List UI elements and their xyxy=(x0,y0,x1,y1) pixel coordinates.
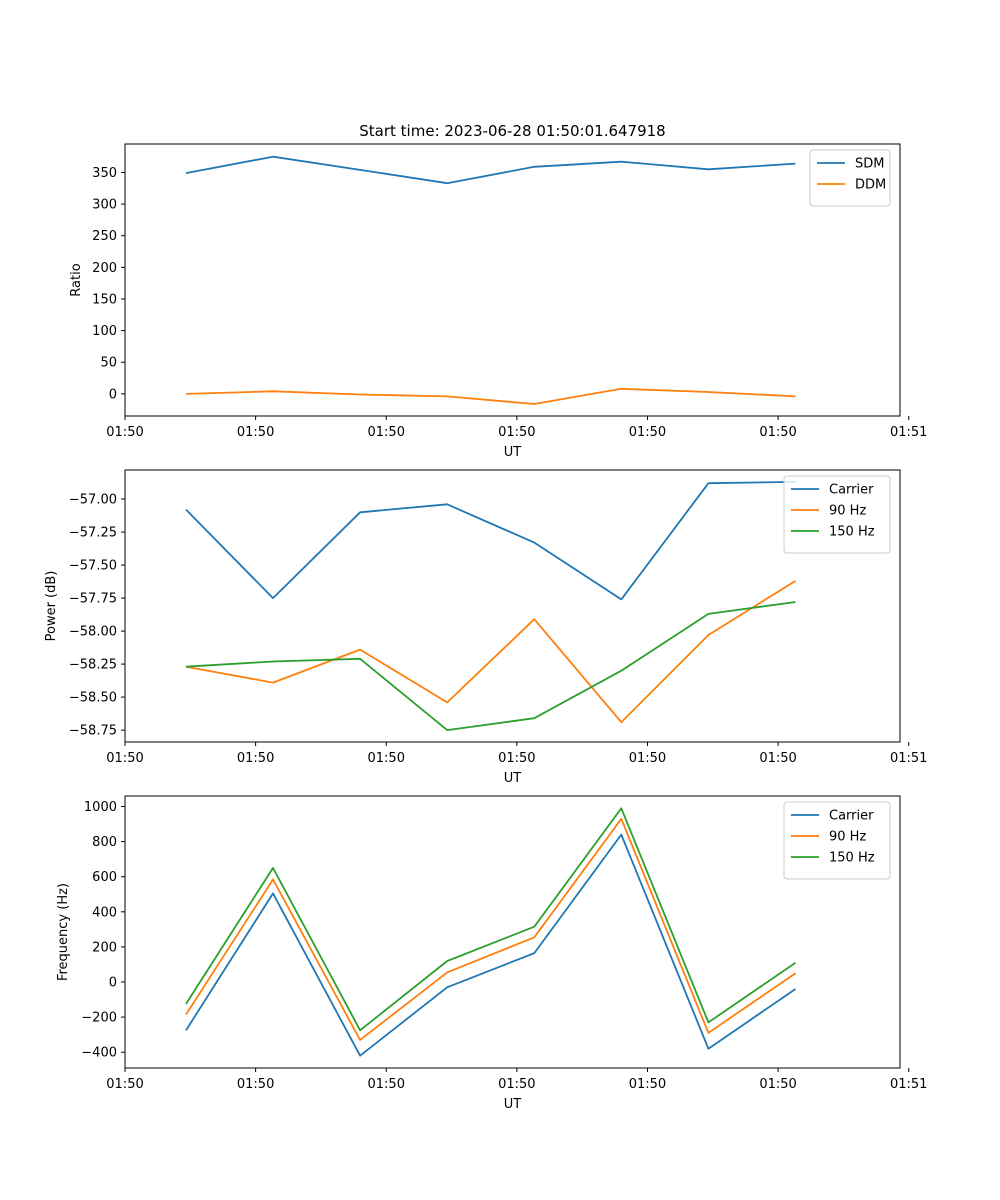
y-tick-label: 1000 xyxy=(84,800,117,815)
axes-frame xyxy=(124,795,901,1069)
series-line-90-hz xyxy=(185,817,797,1041)
x-tick-label: 01:50 xyxy=(629,425,666,440)
legend-box xyxy=(783,801,891,880)
y-tick-label: 150 xyxy=(92,292,117,307)
y-tick-label: 400 xyxy=(92,905,117,920)
y-tick-label: 350 xyxy=(92,166,117,181)
chart-title: Start time: 2023-06-28 01:50:01.647918 xyxy=(359,122,665,140)
legend-label: 90 Hz xyxy=(829,504,866,519)
y-tick-label: 50 xyxy=(100,356,117,371)
x-tick-label: 01:50 xyxy=(498,425,535,440)
legend-label: 150 Hz xyxy=(829,525,875,540)
y-tick-label: −58.50 xyxy=(69,691,117,706)
y-tick-label: −57.00 xyxy=(69,493,117,508)
x-axis-label: UT xyxy=(504,445,522,460)
y-tick-label: −58.25 xyxy=(69,658,117,673)
y-tick-label: 300 xyxy=(92,198,117,213)
y-tick-label: 200 xyxy=(92,261,117,276)
x-tick-label: 01:50 xyxy=(629,1077,666,1092)
axes-frame xyxy=(124,469,901,743)
x-tick-label: 01:50 xyxy=(629,751,666,766)
series-line-150-hz xyxy=(185,807,797,1032)
legend-label: DDM xyxy=(855,178,886,193)
legend-label: Carrier xyxy=(829,483,874,498)
x-tick-label: 01:50 xyxy=(237,751,274,766)
legend: SDM DDM xyxy=(809,149,891,207)
y-tick-label: 250 xyxy=(92,229,117,244)
series-line-sdm xyxy=(185,155,796,185)
panel-ratio: 01:50 01:50 01:50 01:50 01:50 01:50 01:51 UT 0 50… xyxy=(69,143,927,460)
x-tick-label: 01:50 xyxy=(759,751,796,766)
legend-label: 150 Hz xyxy=(829,851,875,866)
x-tick-label: 01:51 xyxy=(890,425,927,440)
x-tick-label: 01:50 xyxy=(368,751,405,766)
y-axis-label: Frequency (Hz) xyxy=(56,883,71,981)
y-tick-label: 600 xyxy=(92,870,117,885)
series-line-carrier xyxy=(185,833,797,1057)
legend-label: SDM xyxy=(855,157,884,172)
panel-frequency: 01:50 01:50 01:50 01:50 01:50 01:50 01:51 UT −40… xyxy=(56,795,927,1112)
x-axis-label: UT xyxy=(504,771,522,786)
legend: Carrier 90 Hz 150 Hz xyxy=(783,801,891,880)
series-line-carrier xyxy=(185,481,796,601)
x-tick-label: 01:50 xyxy=(368,1077,405,1092)
axes-frame xyxy=(124,143,901,417)
x-tick-label: 01:50 xyxy=(106,1077,143,1092)
y-tick-label: 0 xyxy=(109,976,117,991)
y-tick-label: −57.50 xyxy=(69,559,117,574)
legend-label: Carrier xyxy=(829,809,874,824)
series-line-90-hz xyxy=(185,580,796,724)
x-tick-label: 01:50 xyxy=(106,751,143,766)
x-tick-label: 01:50 xyxy=(498,751,535,766)
x-tick-label: 01:50 xyxy=(237,1077,274,1092)
y-tick-label: 0 xyxy=(109,387,117,402)
x-tick-label: 01:50 xyxy=(237,425,274,440)
legend-box xyxy=(809,149,891,207)
legend-label: 90 Hz xyxy=(829,830,866,845)
series-line-ddm xyxy=(185,387,796,405)
y-tick-label: −58.00 xyxy=(69,625,117,640)
y-tick-label: −58.75 xyxy=(69,724,117,739)
y-axis-label: Ratio xyxy=(69,263,84,296)
y-tick-label: 200 xyxy=(92,940,117,955)
x-tick-label: 01:50 xyxy=(368,425,405,440)
y-tick-label: −200 xyxy=(81,1011,117,1026)
y-axis-label: Power (dB) xyxy=(44,571,59,642)
x-tick-label: 01:50 xyxy=(759,1077,796,1092)
panel-power: 01:50 01:50 01:50 01:50 01:50 01:50 01:51 UT −58… xyxy=(44,469,927,786)
y-tick-label: 800 xyxy=(92,835,117,850)
y-tick-label: −400 xyxy=(81,1046,117,1061)
x-tick-label: 01:50 xyxy=(759,425,796,440)
x-tick-label: 01:50 xyxy=(106,425,143,440)
series-line-150-hz xyxy=(185,601,796,731)
x-axis-label: UT xyxy=(504,1097,522,1112)
x-tick-label: 01:51 xyxy=(890,751,927,766)
x-tick-label: 01:51 xyxy=(890,1077,927,1092)
y-tick-label: −57.75 xyxy=(69,592,117,607)
y-tick-label: −57.25 xyxy=(69,526,117,541)
legend-box xyxy=(783,475,891,554)
legend: Carrier 90 Hz 150 Hz xyxy=(783,475,891,554)
y-tick-label: 100 xyxy=(92,324,117,339)
x-tick-label: 01:50 xyxy=(498,1077,535,1092)
